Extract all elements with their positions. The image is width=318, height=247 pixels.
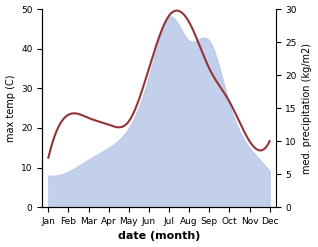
Y-axis label: med. precipitation (kg/m2): med. precipitation (kg/m2): [302, 43, 313, 174]
X-axis label: date (month): date (month): [118, 231, 200, 242]
Y-axis label: max temp (C): max temp (C): [5, 74, 16, 142]
